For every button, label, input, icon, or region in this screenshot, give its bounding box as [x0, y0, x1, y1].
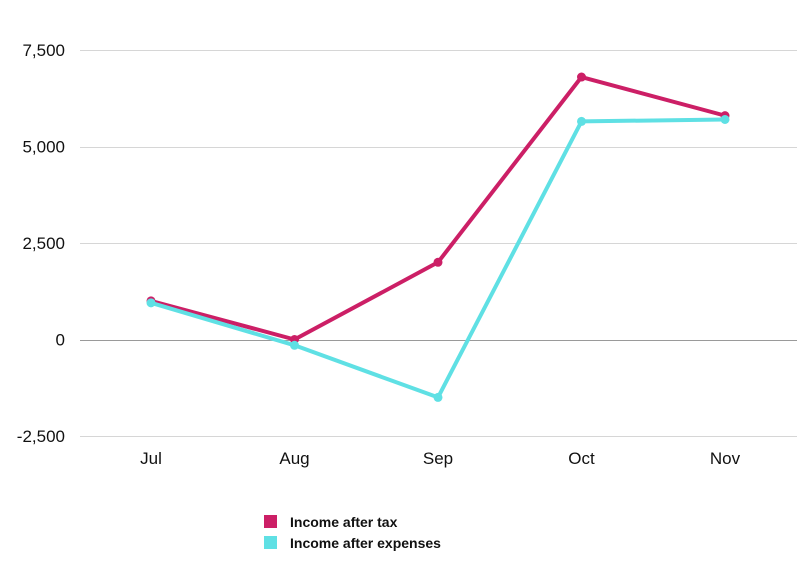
legend-swatch-income-after-expenses	[264, 536, 277, 549]
x-tick-label: Oct	[568, 449, 595, 468]
data-point	[577, 116, 586, 126]
legend-item-income-after-expenses: Income after expenses	[264, 532, 441, 553]
x-tick-label: Nov	[710, 449, 741, 468]
x-tick-label: Aug	[279, 449, 309, 468]
y-tick-label: -2,500	[17, 427, 65, 446]
series-lines	[146, 72, 730, 402]
data-point	[720, 114, 730, 124]
data-point	[577, 72, 586, 82]
y-tick-label: 5,000	[22, 138, 65, 157]
x-tick-label: Sep	[423, 449, 453, 468]
legend: Income after tax Income after expenses	[264, 511, 441, 553]
data-point	[433, 392, 443, 402]
series-line-1	[149, 75, 727, 342]
legend-label-income-after-tax: Income after tax	[290, 513, 398, 530]
legend-label-income-after-expenses: Income after expenses	[290, 534, 441, 551]
x-axis-tick-labels: Jul Aug Sep Oct Nov	[140, 449, 740, 468]
data-point	[290, 340, 299, 350]
x-tick-label: Jul	[140, 449, 162, 468]
y-tick-label: 7,500	[22, 41, 65, 60]
data-point	[146, 298, 156, 308]
y-tick-label: 2,500	[22, 234, 65, 253]
y-axis-tick-labels: -2,500 0 2,500 5,000 7,500	[17, 41, 65, 446]
legend-item-income-after-tax: Income after tax	[264, 511, 441, 532]
data-point	[433, 257, 443, 267]
legend-swatch-income-after-tax	[264, 515, 277, 528]
y-tick-label: 0	[56, 331, 65, 350]
grid	[80, 50, 797, 437]
